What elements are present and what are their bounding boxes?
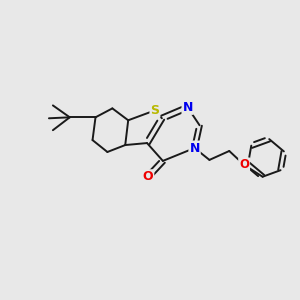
Text: N: N	[189, 142, 200, 154]
Text: O: O	[239, 158, 249, 171]
Text: O: O	[143, 170, 153, 183]
Text: N: N	[182, 101, 193, 114]
Text: S: S	[151, 104, 160, 117]
